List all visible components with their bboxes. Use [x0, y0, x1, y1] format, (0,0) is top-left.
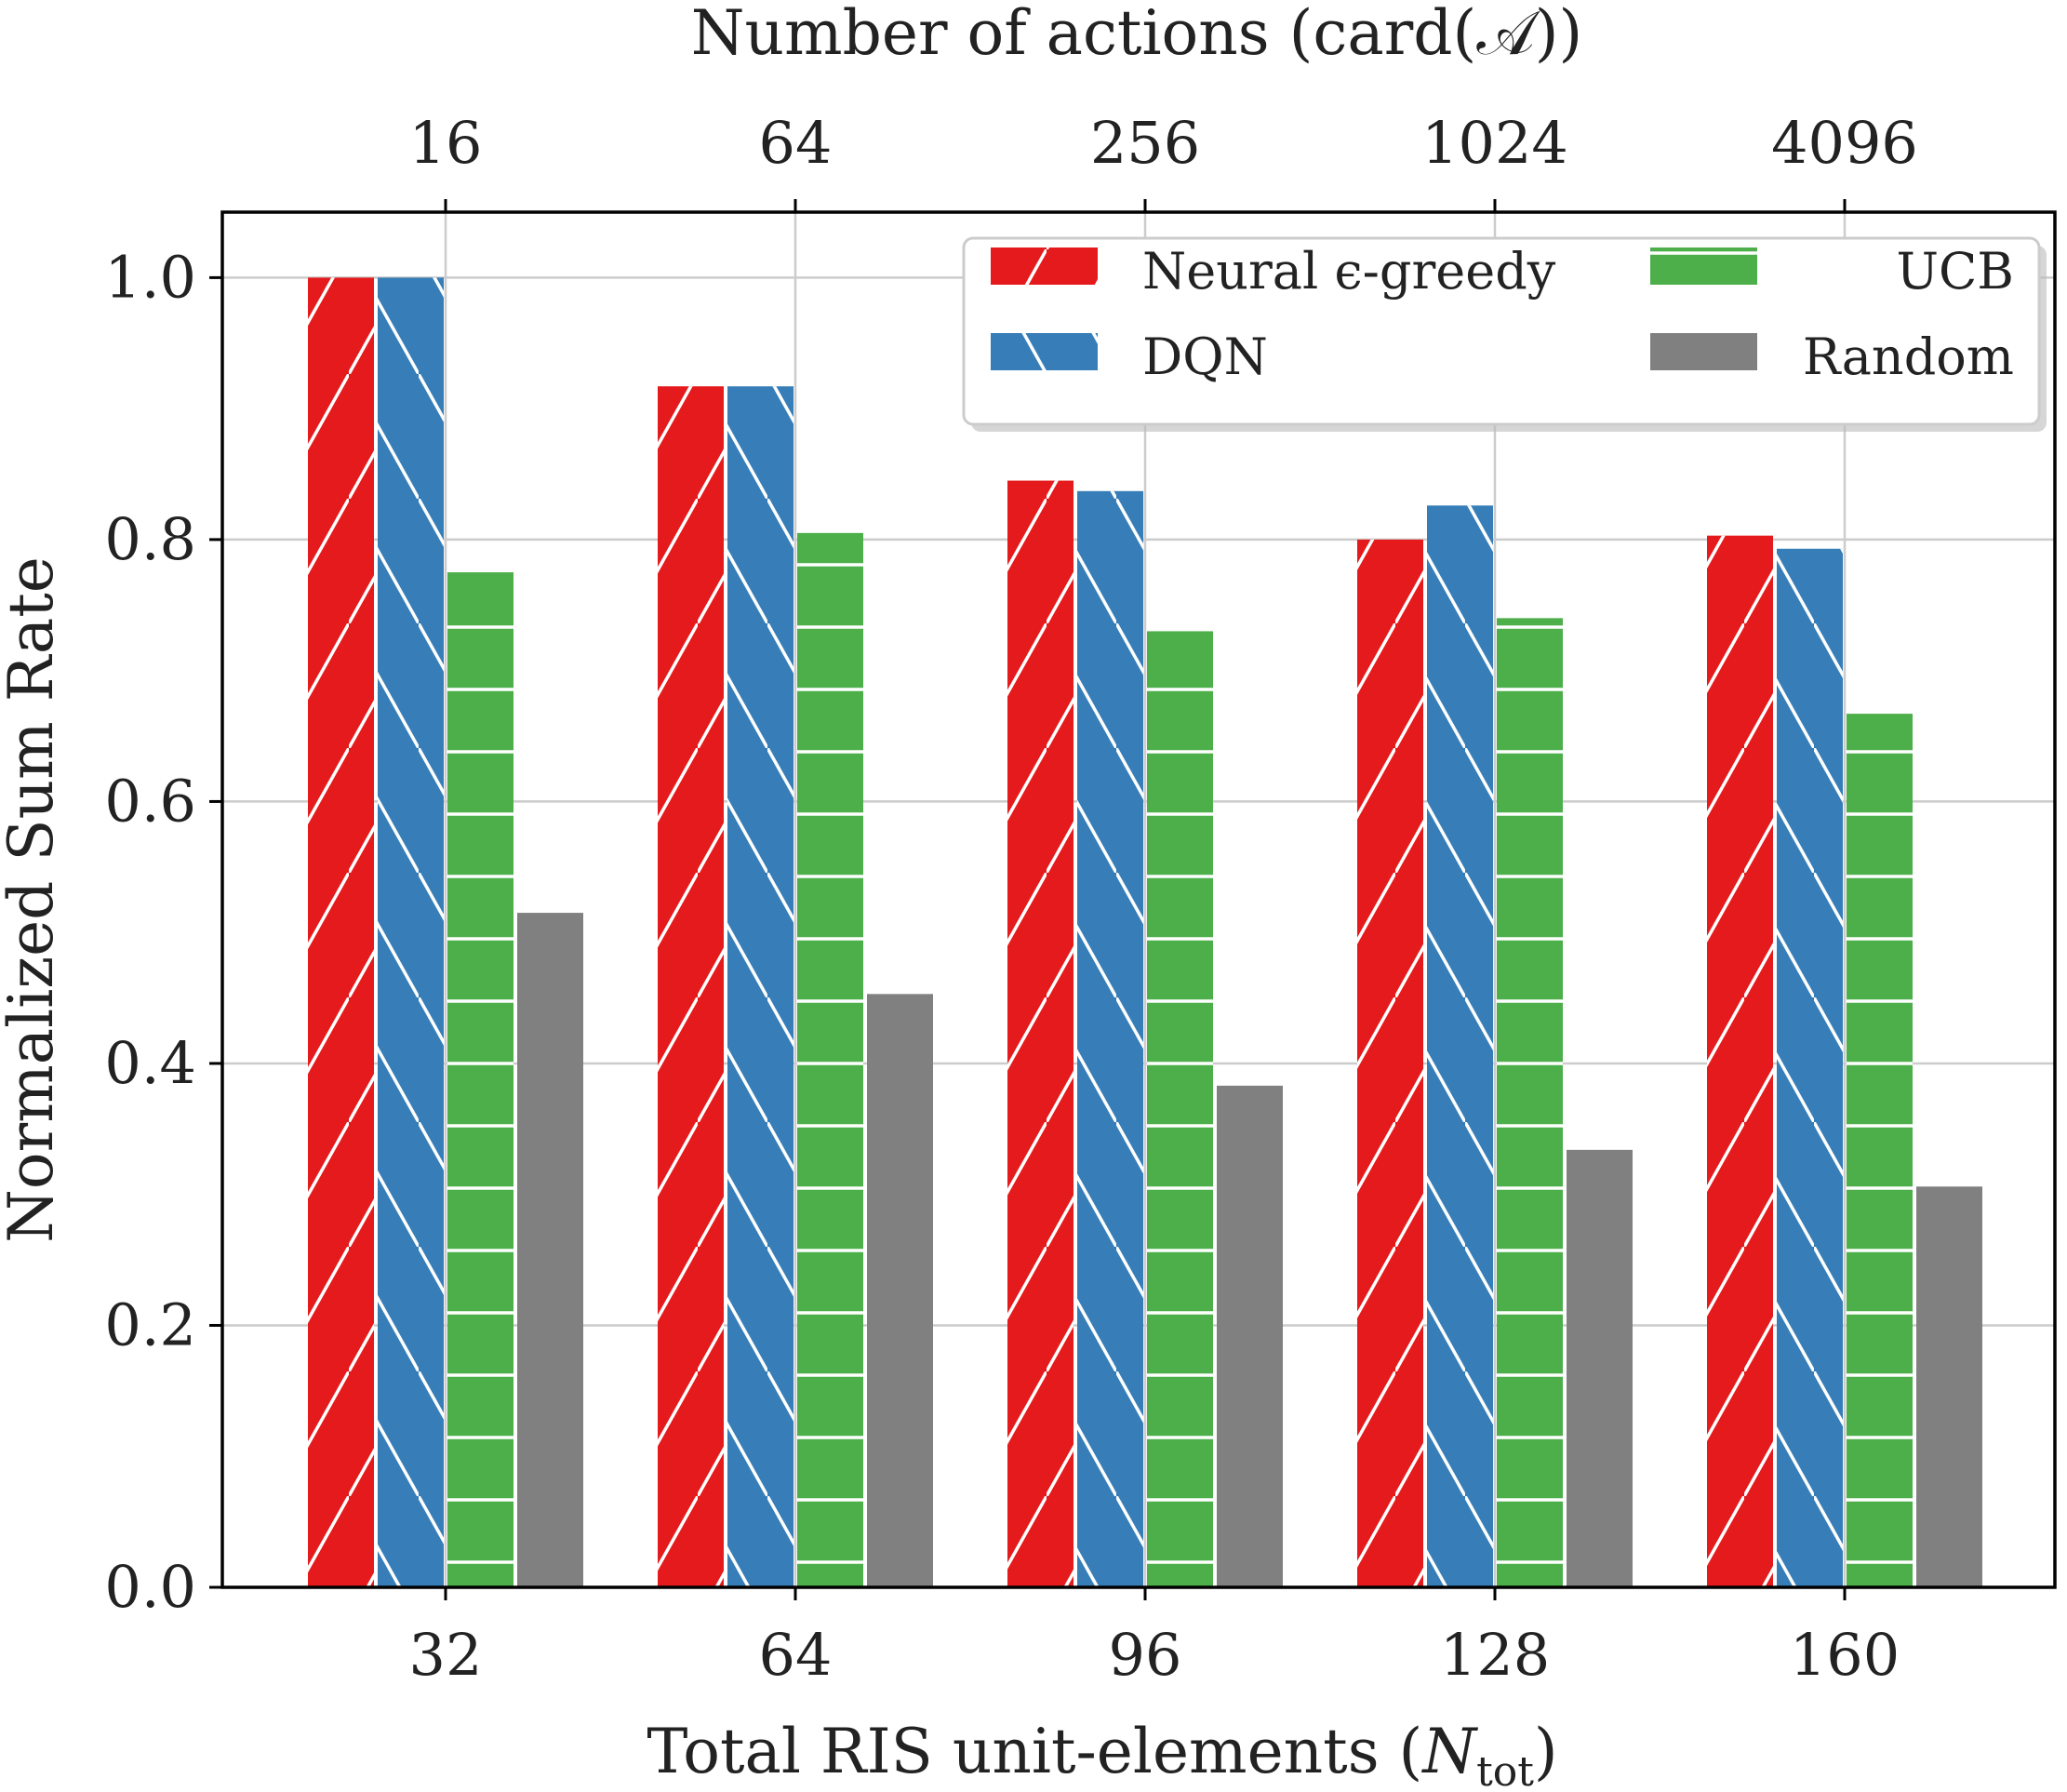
y-tick-label: 0.0 [104, 1553, 196, 1621]
legend: Neural ϵ-greedy DQN UCB Random [962, 236, 2047, 432]
bar [1916, 1186, 1982, 1587]
bar-hatch [1427, 505, 1493, 1587]
bars [308, 277, 1982, 1588]
bar-hatch [727, 386, 793, 1587]
x-axis-title: Total RIS unit-elements (Ntot) [647, 1716, 1557, 1792]
x-tick-label: 64 [759, 1621, 833, 1689]
y-tick-label: 1.0 [104, 243, 196, 311]
x-tick-label: 128 [1440, 1621, 1550, 1689]
legend-box [962, 236, 2041, 426]
bar [1567, 1149, 1633, 1587]
legend-label: Neural ϵ-greedy [1142, 242, 1556, 301]
top-x-tick-label: 16 [409, 109, 483, 177]
bar-hatch [1707, 535, 1773, 1587]
bar-hatch [1357, 539, 1423, 1587]
bar-hatch [1497, 618, 1563, 1588]
bar-hatch [1847, 714, 1913, 1587]
top-x-tick-label: 256 [1090, 109, 1200, 177]
bar-hatch [1147, 631, 1213, 1587]
bar [1217, 1085, 1283, 1587]
y-axis-title: Normalized Sum Rate [0, 556, 67, 1243]
tick-labels: 0.0 0.2 0.4 0.6 0.8 1.0 32 16 64 64 96 256 128 1024 16… [104, 109, 1918, 1689]
top-x-axis-title: Number of actions (card(𝒜)) [691, 0, 1582, 69]
legend-swatch-hatch [991, 333, 1098, 370]
top-x-tick-label: 4096 [1771, 109, 1918, 177]
legend-label: DQN [1142, 328, 1268, 386]
legend-label: Random [1803, 328, 2014, 386]
legend-swatch [1650, 333, 1757, 370]
x-tick-label: 96 [1109, 1621, 1182, 1689]
bar-hatch [308, 277, 374, 1587]
top-x-tick-label: 64 [759, 109, 833, 177]
bar-hatch [447, 572, 513, 1587]
bar-hatch [1077, 490, 1143, 1587]
bar-hatch [658, 386, 724, 1587]
axis-ticks [209, 199, 1847, 1600]
x-tick-label: 32 [409, 1621, 483, 1689]
legend-swatch-hatch [1650, 247, 1757, 285]
bar-hatch [797, 532, 863, 1587]
bar [867, 994, 933, 1587]
y-tick-label: 0.8 [104, 505, 196, 573]
bar-hatch [378, 277, 444, 1587]
y-tick-label: 0.4 [104, 1029, 196, 1097]
legend-swatch-hatch [991, 247, 1098, 285]
legend-label: UCB [1896, 242, 2014, 301]
top-x-tick-label: 1024 [1421, 109, 1568, 177]
y-tick-label: 0.2 [104, 1291, 196, 1358]
bar-hatch [1007, 480, 1074, 1587]
plot-frame [220, 210, 2057, 1589]
x-tick-label: 160 [1790, 1621, 1900, 1689]
bar-hatch [1777, 548, 1843, 1588]
y-tick-label: 0.6 [104, 767, 196, 835]
bar [517, 913, 583, 1587]
